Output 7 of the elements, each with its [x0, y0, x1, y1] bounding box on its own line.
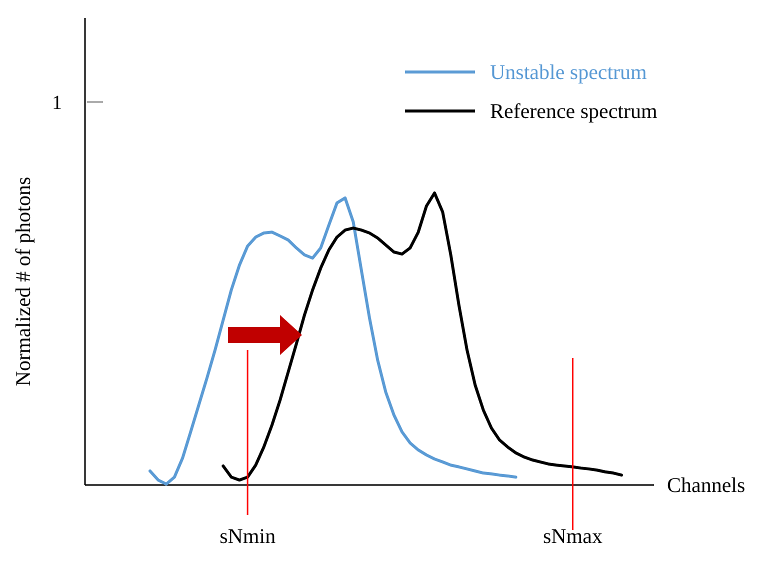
x-axis-title: Channels	[667, 473, 746, 497]
legend-label: Reference spectrum	[490, 99, 658, 123]
y-axis-title: Normalized # of photons	[11, 176, 35, 386]
text: 1	[52, 92, 62, 114]
legend-label: Unstable spectrum	[490, 60, 647, 84]
x-tick-label: sNmax	[542, 524, 603, 548]
x-tick-label: sNmin	[220, 524, 276, 548]
